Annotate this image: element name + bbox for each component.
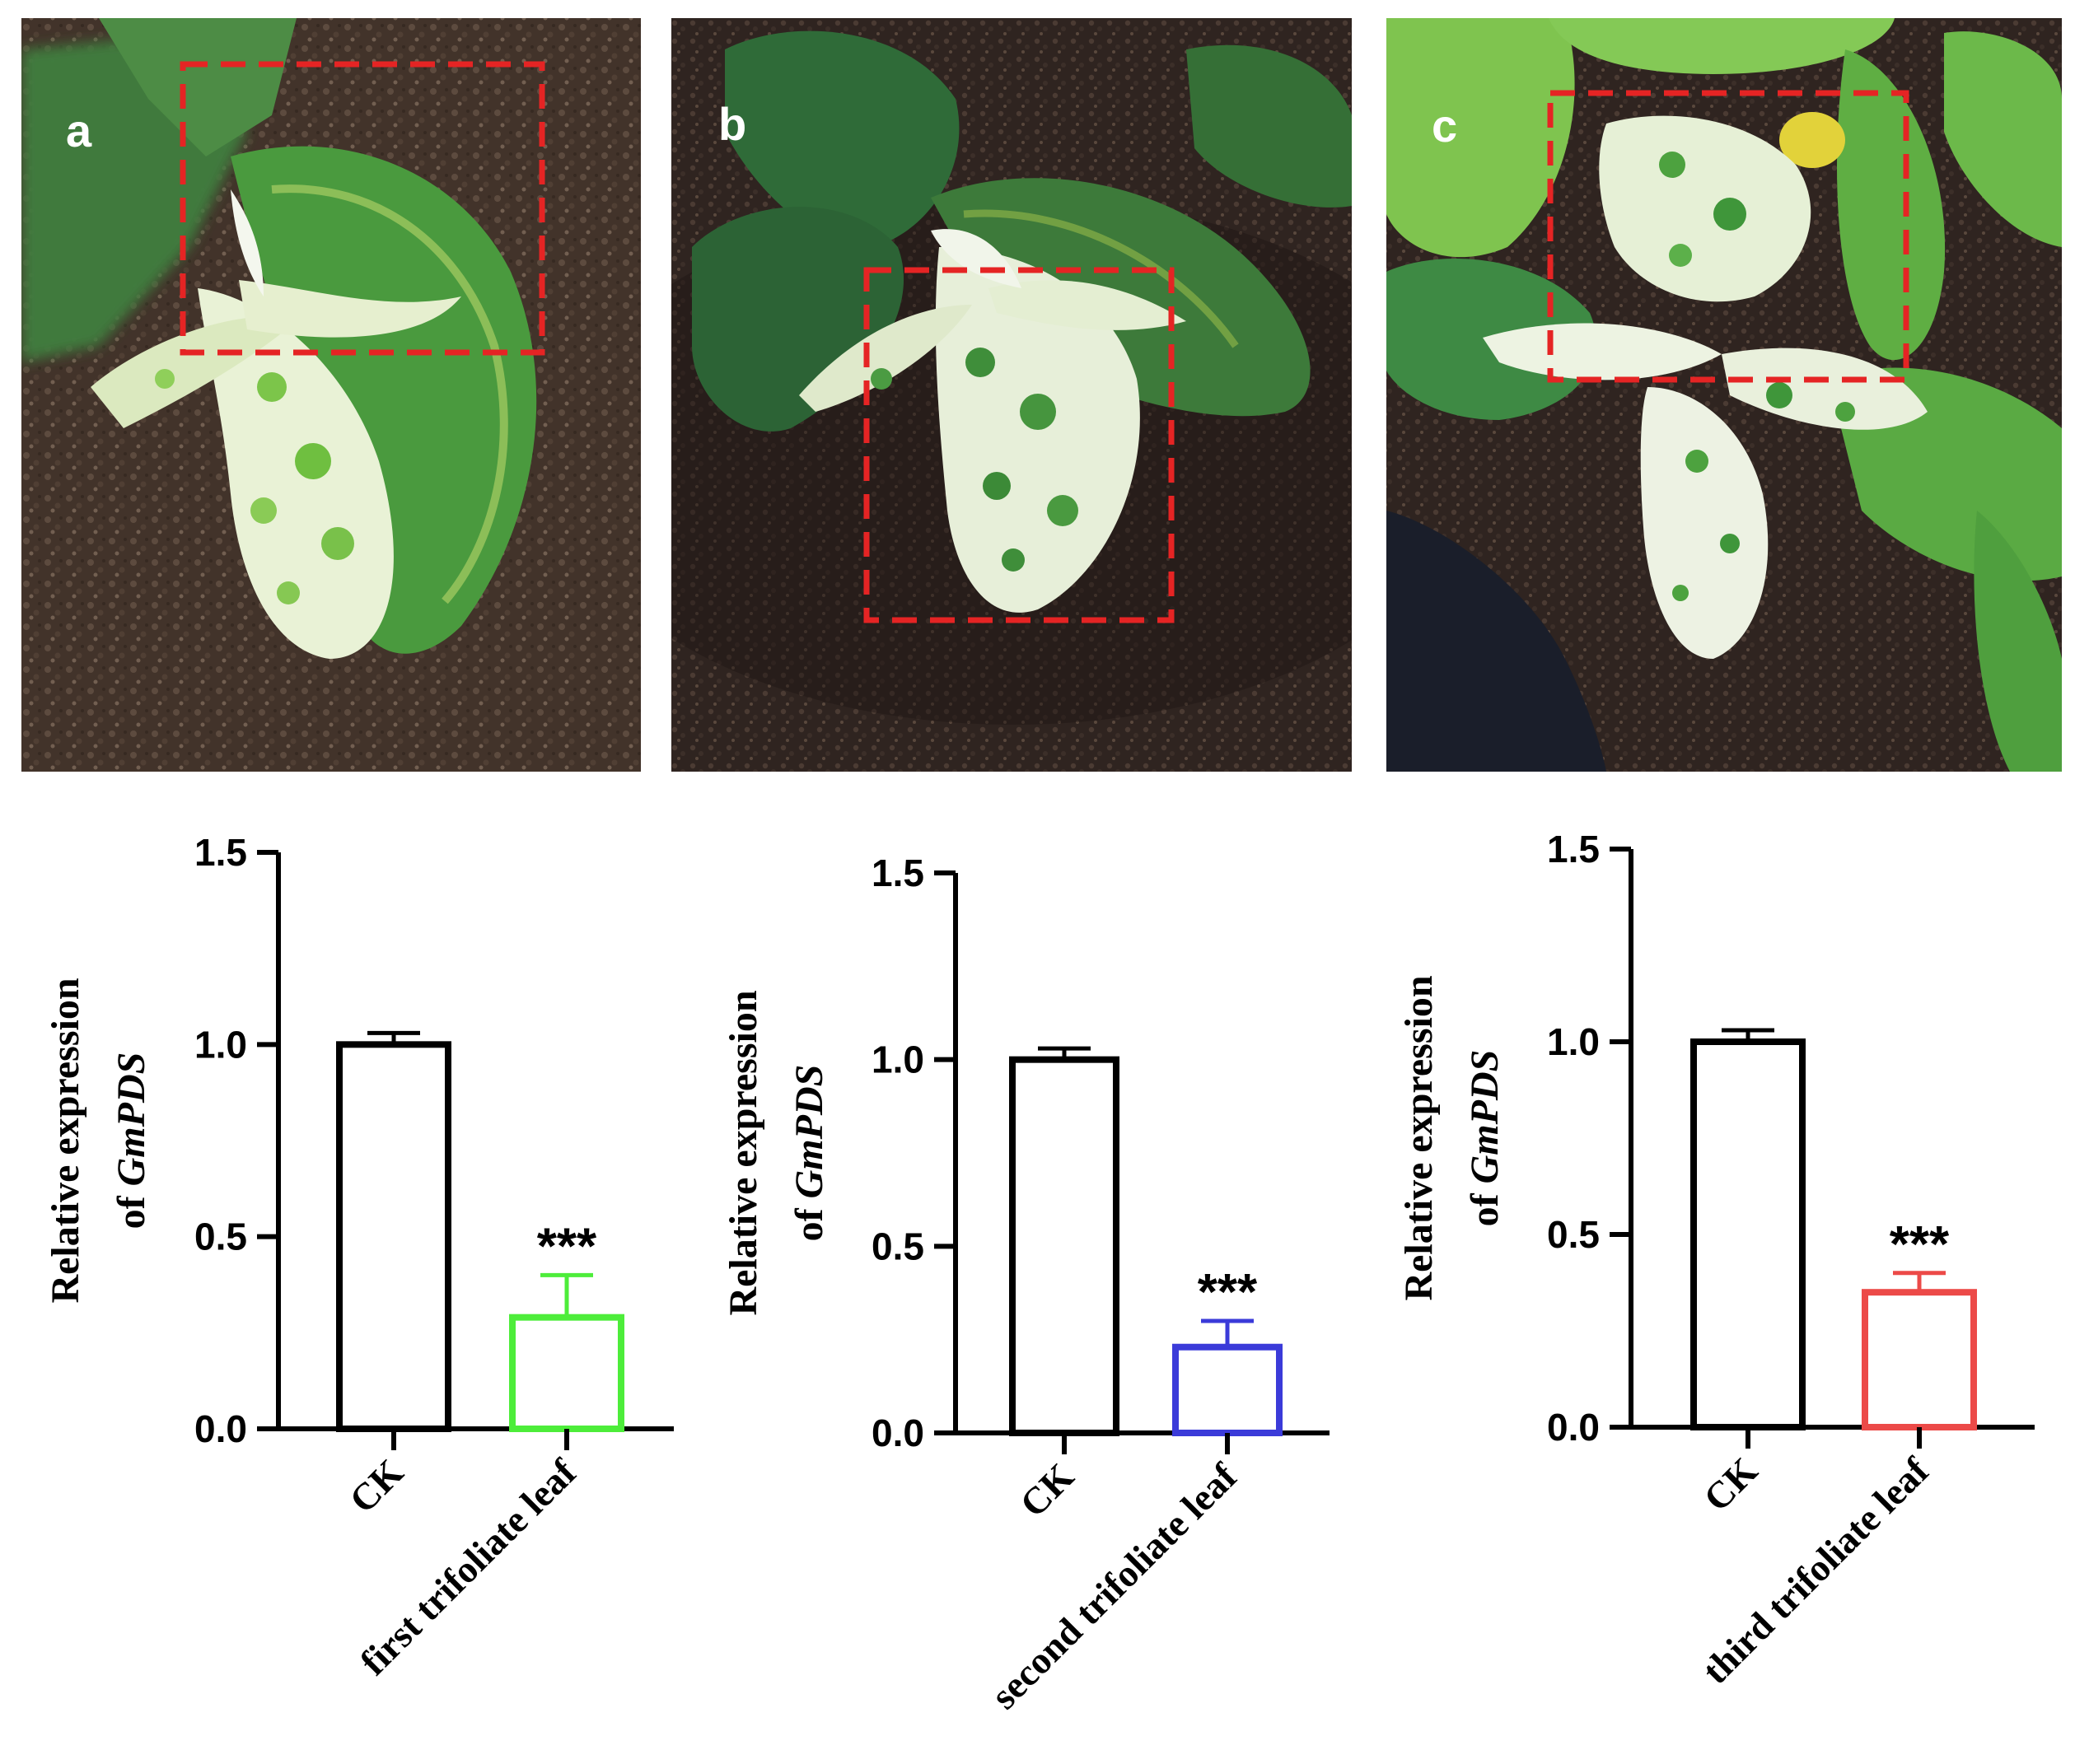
y-tick-label: 1.5: [1547, 828, 1600, 870]
bar: [336, 1041, 451, 1433]
panel-label-a: a: [66, 105, 92, 156]
y-axis-label-line2: of GmPDS: [110, 1052, 153, 1230]
panel-label-b: b: [718, 98, 746, 150]
y-tick-label: 1.0: [1547, 1020, 1600, 1063]
y-tick-label: 0.0: [872, 1412, 924, 1454]
y-tick-label: 0.5: [1547, 1213, 1600, 1256]
photo-panel-b: [671, 18, 1352, 772]
y-axis-label-gene: GmPDS: [1463, 1050, 1507, 1184]
y-axis-label-line2: of GmPDS: [787, 1065, 831, 1242]
y-tick-label: 0.0: [194, 1407, 247, 1450]
bar: [1862, 1289, 1977, 1430]
significance-label: ***: [1198, 1264, 1258, 1321]
y-tick-label: 1.0: [872, 1038, 924, 1081]
y-axis-label-line2: of GmPDS: [1463, 1050, 1507, 1227]
significance-label: ***: [537, 1218, 597, 1275]
y-tick-label: 1.0: [194, 1023, 247, 1066]
bar: [1690, 1038, 1806, 1430]
y-axis-label-gene: GmPDS: [787, 1065, 831, 1199]
panel-label-c: c: [1432, 100, 1457, 152]
bar: [1172, 1343, 1283, 1436]
y-axis-label-line1: Relative expression: [44, 978, 87, 1303]
y-axis-label-prefix: of: [110, 1186, 153, 1229]
bar: [509, 1314, 624, 1432]
y-axis-label-prefix: of: [1463, 1183, 1507, 1226]
y-axis-label-line1: Relative expression: [1397, 975, 1441, 1300]
y-axis-label-line1: Relative expression: [722, 990, 765, 1315]
y-axis-label-prefix: of: [787, 1198, 831, 1241]
y-tick-label: 0.0: [1547, 1406, 1600, 1449]
photo-panel-c: [1386, 18, 2062, 772]
y-tick-label: 1.5: [872, 852, 924, 894]
category-label: CK: [1695, 1449, 1765, 1519]
y-tick-label: 1.5: [194, 831, 247, 874]
category-label: CK: [1012, 1455, 1082, 1525]
photo-panel-a: [21, 18, 641, 772]
significance-label: ***: [1890, 1216, 1950, 1273]
category-label: CK: [341, 1451, 411, 1521]
y-tick-label: 0.5: [872, 1225, 924, 1267]
y-axis-label-gene: GmPDS: [110, 1052, 153, 1187]
y-tick-label: 0.5: [194, 1216, 247, 1258]
bar: [1009, 1056, 1119, 1436]
